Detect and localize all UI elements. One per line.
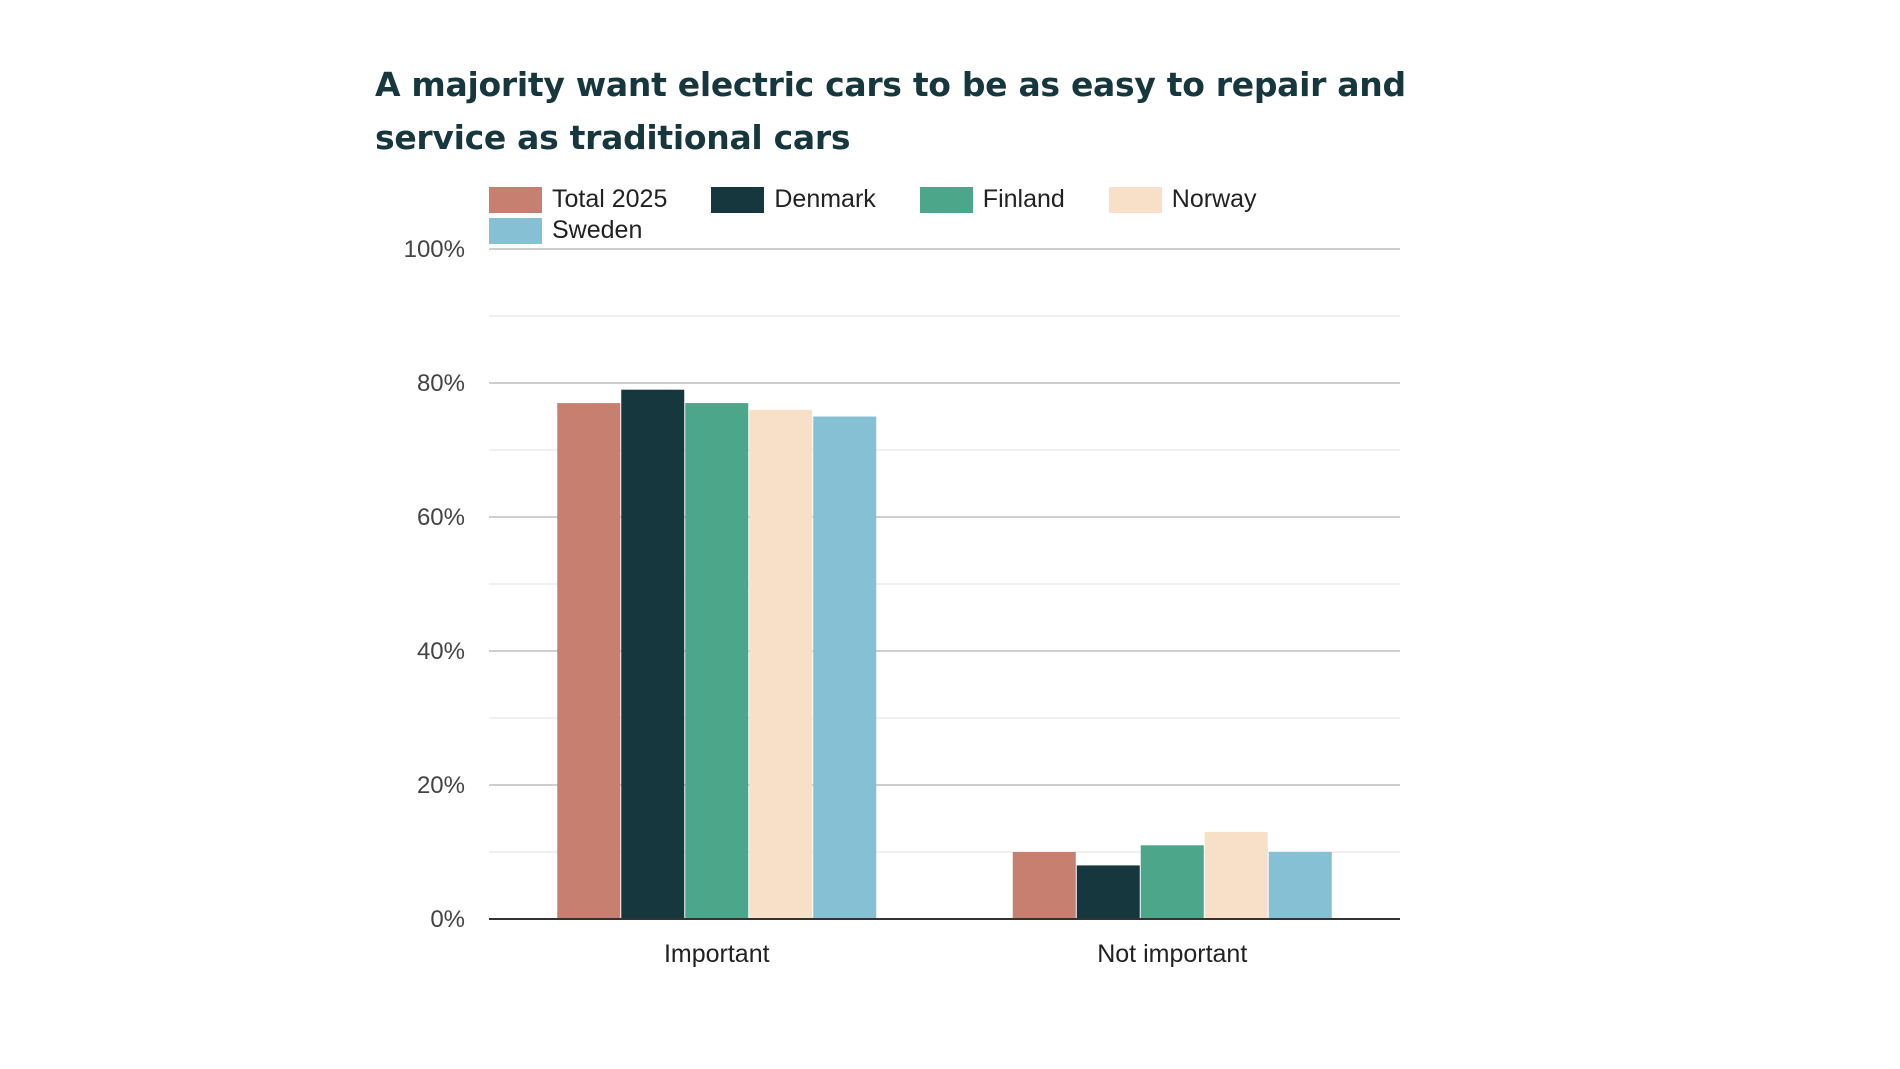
legend-swatch bbox=[919, 186, 973, 213]
legend-swatch bbox=[1108, 186, 1162, 213]
legend-label: Denmark bbox=[774, 185, 876, 213]
bar-total-2025 bbox=[557, 403, 621, 920]
legend-item: Total 2025 bbox=[489, 185, 668, 213]
legend-item: Sweden bbox=[489, 216, 643, 244]
x-category-label: Important bbox=[664, 940, 770, 968]
bar-denmark bbox=[1076, 865, 1140, 919]
bar-norway bbox=[749, 409, 813, 919]
y-tick-label: 0% bbox=[430, 906, 465, 933]
bar-sweden bbox=[1268, 852, 1332, 919]
legend-label: Sweden bbox=[552, 216, 643, 244]
legend-label: Finland bbox=[982, 185, 1065, 213]
y-tick-label: 80% bbox=[417, 370, 465, 397]
bar-denmark bbox=[621, 389, 685, 919]
bar-total-2025 bbox=[1012, 852, 1076, 919]
bar-finland bbox=[685, 403, 749, 920]
bar-norway bbox=[1204, 831, 1268, 919]
bar-sweden bbox=[813, 416, 877, 919]
chart-title: A majority want electric cars to be as e… bbox=[375, 65, 1406, 157]
y-tick-label: 60% bbox=[417, 504, 465, 531]
y-tick-label: 40% bbox=[417, 638, 465, 665]
y-tick-label: 100% bbox=[404, 236, 465, 263]
legend: Total 2025 Denmark Finland Norway Sweden bbox=[489, 185, 1369, 244]
legend-item: Norway bbox=[1108, 185, 1257, 213]
legend-label: Norway bbox=[1171, 185, 1257, 213]
legend-swatch bbox=[489, 186, 542, 213]
legend-swatch bbox=[711, 186, 765, 213]
y-tick-label: 20% bbox=[417, 772, 465, 799]
legend-item: Finland bbox=[919, 185, 1065, 213]
legend-item: Denmark bbox=[711, 185, 876, 213]
legend-swatch bbox=[489, 217, 542, 244]
bar-finland bbox=[1140, 845, 1204, 919]
x-category-label: Not important bbox=[1097, 940, 1247, 968]
legend-label: Total 2025 bbox=[552, 185, 668, 213]
